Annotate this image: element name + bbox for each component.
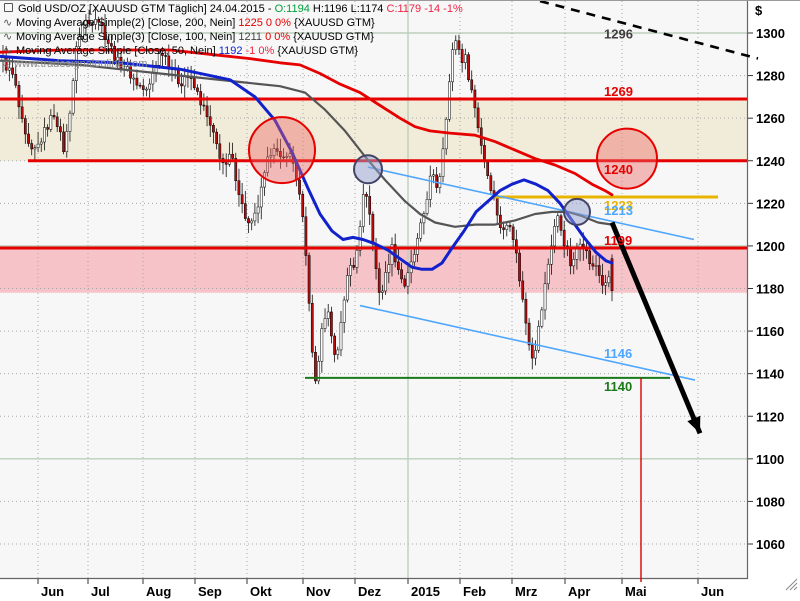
price-axis-unit: $ [755, 3, 763, 18]
chart-pin-icon [4, 3, 13, 12]
legend-text: {XAUUSD GTM} [294, 17, 375, 29]
price-axis[interactable]: $1300 1280 1260 1240 1220 1200 1180 1160 1140 112… [748, 3, 785, 552]
indicator-legend[interactable]: Gold USD/OZ [XAUUSD GTM Täglich] 24.04.2… [3, 2, 463, 58]
support-zone [0, 248, 747, 293]
svg-text:Jul: Jul [91, 584, 110, 599]
svg-text:1080: 1080 [756, 494, 785, 509]
svg-text:Mrz: Mrz [515, 584, 538, 599]
plot-area[interactable] [0, 1, 747, 578]
svg-text:Nov: Nov [306, 584, 331, 599]
level-label-1146: 1146 [604, 346, 632, 361]
svg-text:1240: 1240 [756, 154, 785, 169]
watermark: © www.tradesignalonline.com [3, 58, 148, 70]
legend-text: Moving Average Simple [Close, 50, Nein] [16, 45, 219, 57]
legend-text: Moving Average Simple(3) [Close, 100, Ne… [16, 31, 239, 43]
svg-text:Jun: Jun [41, 584, 64, 599]
svg-text:Sep: Sep [198, 584, 222, 599]
legend-text: O:1194 [274, 3, 313, 15]
legend-text: {XAUUSD GTM} [293, 31, 374, 43]
svg-text:Feb: Feb [463, 584, 486, 599]
svg-text:1280: 1280 [756, 69, 785, 84]
svg-text:2015: 2015 [411, 584, 440, 599]
svg-text:1160: 1160 [756, 324, 784, 339]
svg-text:1260: 1260 [756, 111, 785, 126]
legend-text: {XAUUSD GTM} [277, 45, 358, 57]
ma50-line[interactable] [0, 54, 614, 271]
legend-text: Moving Average Simple(2) [Close, 200, Ne… [16, 17, 239, 29]
legend-text: 1225 0 0% [238, 17, 295, 29]
svg-text:1140: 1140 [756, 367, 784, 382]
svg-text:1300: 1300 [756, 26, 785, 41]
down-arrow[interactable] [609, 221, 703, 435]
legend-line-3[interactable]: ∿ Moving Average Simple [Close, 50, Nein]… [3, 44, 463, 58]
red-highlight-okt[interactable] [248, 116, 316, 185]
svg-text:1060: 1060 [756, 537, 785, 552]
time-axis[interactable]: Jun Jul Aug Sep Okt Nov Dez 2015 Feb Mrz Apr Mai Jun [37, 579, 724, 599]
level-label-1296: 1296 [604, 27, 633, 42]
gray-cross-dez[interactable] [353, 154, 383, 185]
wave-icon: ∿ [3, 45, 13, 57]
level-label-1240: 1240 [604, 162, 633, 177]
level-label-1223: 1223 [604, 198, 633, 213]
upper-channel[interactable] [367, 166, 695, 241]
legend-line-2[interactable]: ∿ Moving Average Simple(3) [Close, 100, N… [3, 30, 463, 44]
lower-channel[interactable] [359, 304, 696, 381]
svg-text:1120: 1120 [756, 409, 784, 424]
legend-text: H:1196 L:1174 [312, 3, 387, 15]
svg-text:Mai: Mai [625, 584, 647, 599]
svg-text:1220: 1220 [756, 196, 785, 211]
red-highlight-apr[interactable] [596, 127, 658, 190]
svg-text:Apr: Apr [568, 584, 590, 599]
svg-text:Aug: Aug [146, 584, 171, 599]
ma200-line[interactable] [0, 48, 614, 197]
legend-text: -1 0% [245, 45, 278, 57]
legend-text: 0 0% [265, 31, 294, 43]
level-label-1140: 1140 [604, 379, 632, 394]
legend-text: 1211 [238, 31, 266, 43]
svg-text:1100: 1100 [756, 452, 784, 467]
gridlines [0, 1, 747, 578]
legend-text: 1192 [218, 45, 246, 57]
legend-line-0[interactable]: Gold USD/OZ [XAUUSD GTM Täglich] 24.04.2… [3, 2, 463, 16]
svg-text:Okt: Okt [250, 584, 272, 599]
level-label-1269: 1269 [604, 84, 633, 99]
level-label-1199: 1199 [604, 233, 632, 248]
ma100-line[interactable] [0, 59, 614, 228]
dashed-resistance-trendline[interactable] [539, 1, 759, 60]
svg-text:Jun: Jun [701, 584, 724, 599]
level-label-1213: 1213 [604, 203, 633, 218]
legend-text: Gold USD/OZ [XAUUSD GTM Täglich] 24.04.2… [18, 3, 275, 15]
svg-text:Dez: Dez [358, 584, 382, 599]
svg-text:1200: 1200 [756, 239, 785, 254]
gray-cross-apr[interactable] [563, 197, 591, 226]
legend-line-1[interactable]: ∿ Moving Average Simple(2) [Close, 200, N… [3, 16, 463, 30]
legend-text: C:1179 -14 -1% [386, 3, 463, 15]
wave-icon: ∿ [3, 17, 13, 29]
svg-text:1180: 1180 [756, 282, 784, 297]
wave-icon: ∿ [3, 31, 13, 43]
resize-handle[interactable] [785, 578, 798, 591]
